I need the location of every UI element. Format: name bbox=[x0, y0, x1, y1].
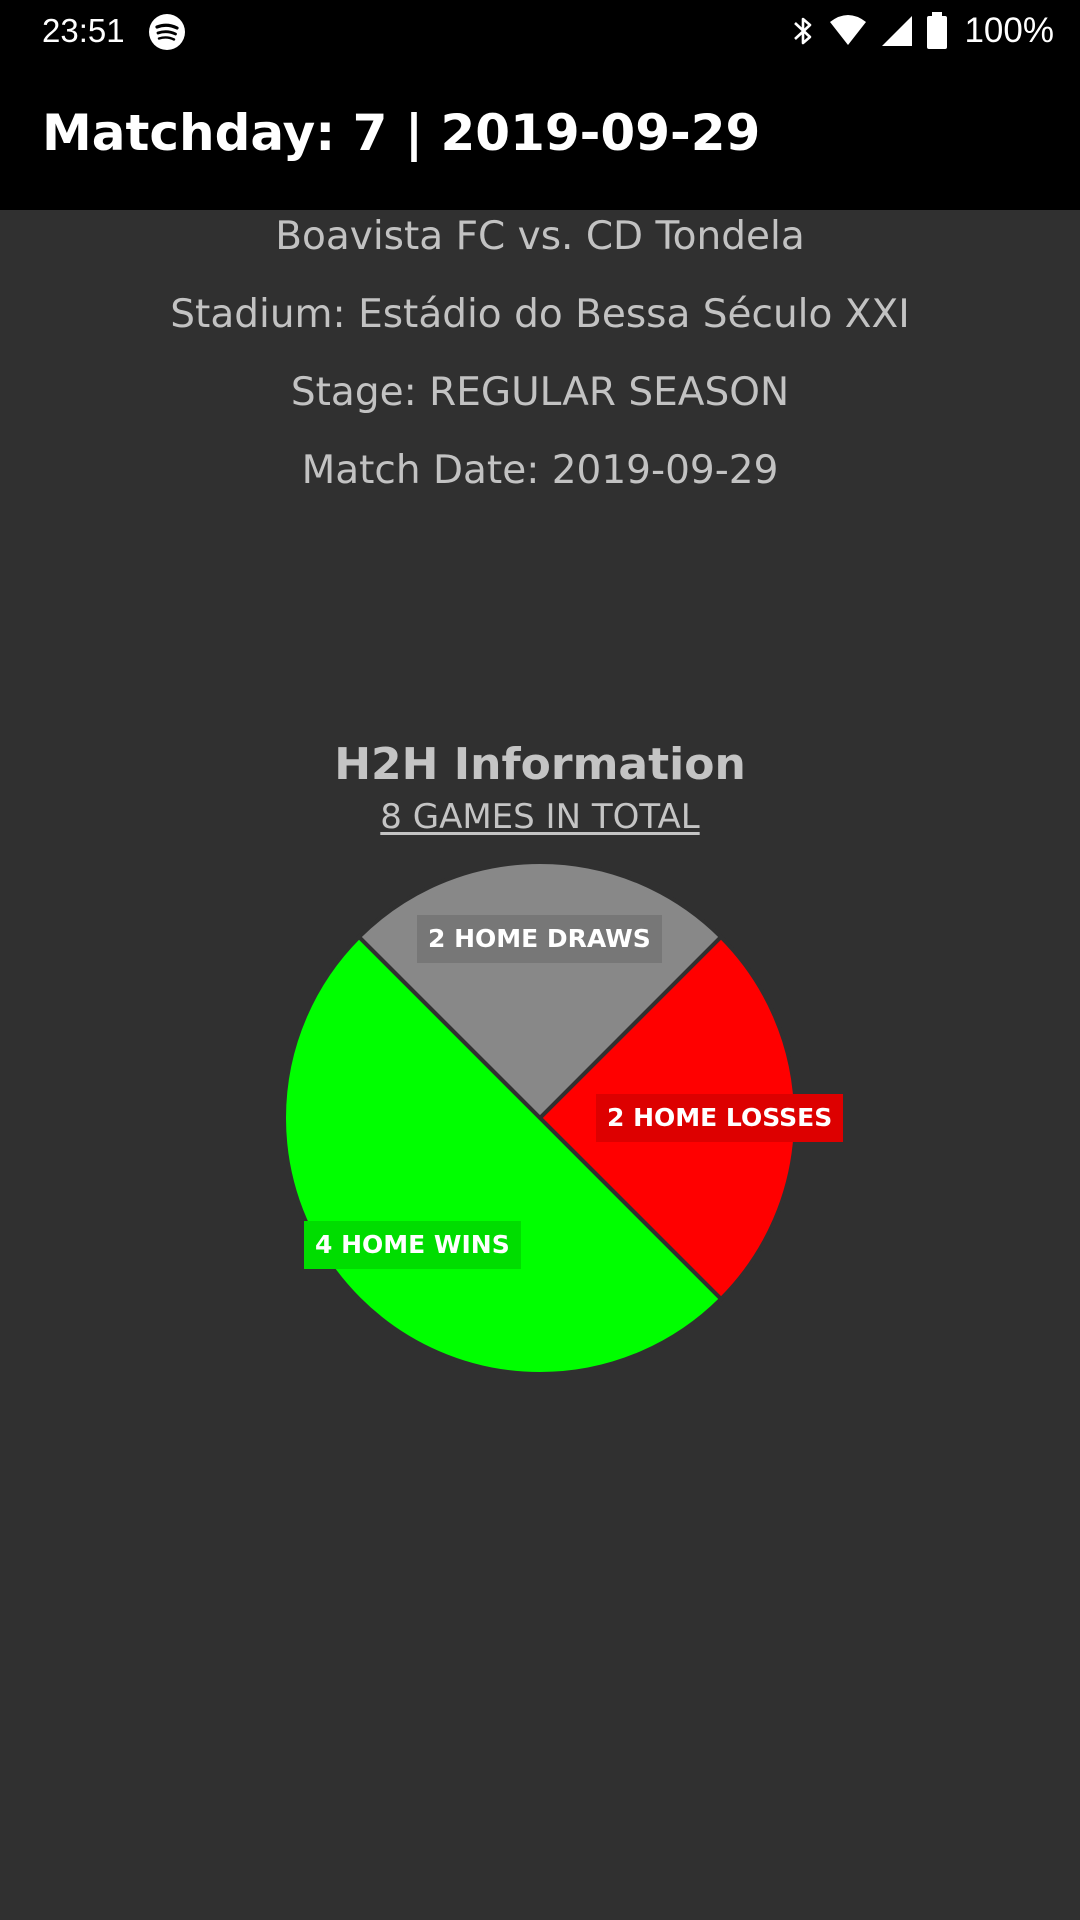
app-bar: Matchday: 7 | 2019-09-29 bbox=[0, 63, 1080, 210]
match-teams: Boavista FC vs. CD Tondela bbox=[275, 214, 805, 259]
battery-icon bbox=[927, 12, 948, 49]
page-title: Matchday: 7 | 2019-09-29 bbox=[42, 104, 761, 162]
match-stadium: Stadium: Estádio do Bessa Século XXI bbox=[170, 292, 910, 337]
signal-icon bbox=[882, 16, 913, 46]
spotify-icon bbox=[149, 14, 185, 50]
status-time: 23:51 bbox=[42, 12, 125, 49]
match-date: Match Date: 2019-09-29 bbox=[301, 448, 779, 493]
h2h-total-link[interactable]: 8 GAMES IN TOTAL bbox=[380, 797, 700, 837]
pie-label-wins: 4 HOME WINS bbox=[304, 1221, 521, 1269]
wifi-icon bbox=[830, 15, 867, 45]
status-bar: 23:51 100% bbox=[0, 0, 1080, 63]
status-icons: 100% bbox=[790, 8, 1054, 54]
pie-label-draws: 2 HOME DRAWS bbox=[417, 915, 662, 963]
pie-label-losses: 2 HOME LOSSES bbox=[596, 1094, 844, 1142]
h2h-title: H2H Information bbox=[334, 739, 746, 790]
match-stage: Stage: REGULAR SEASON bbox=[290, 370, 790, 415]
bluetooth-icon bbox=[794, 17, 812, 45]
battery-percentage: 100% bbox=[964, 11, 1054, 50]
h2h-total[interactable]: 8 GAMES IN TOTAL bbox=[0, 795, 1080, 839]
